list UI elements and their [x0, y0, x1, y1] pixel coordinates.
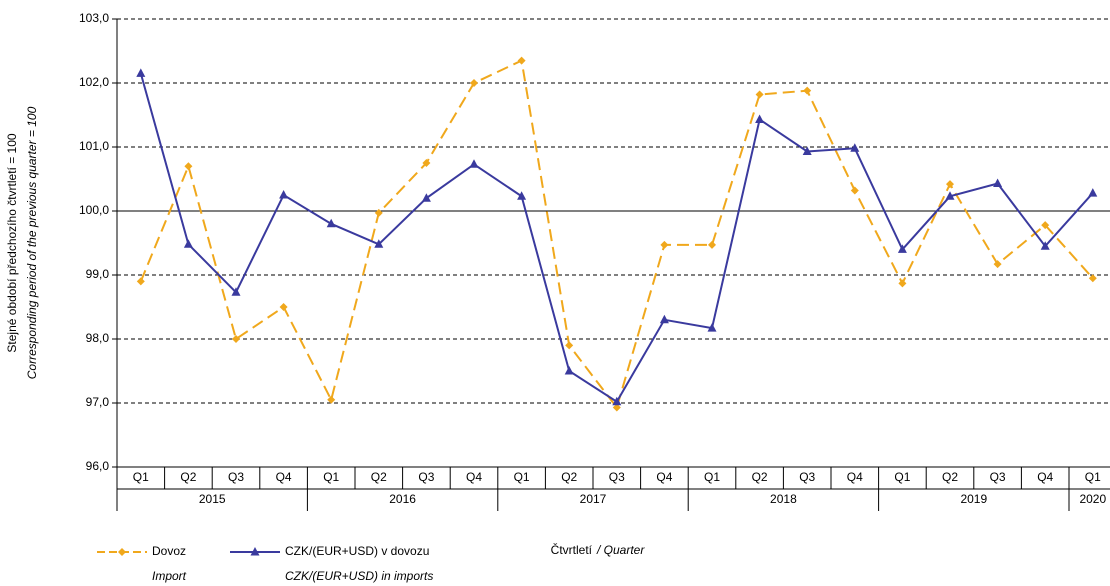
- marker: [802, 146, 812, 155]
- x-tick-label: Q2: [180, 470, 196, 484]
- marker: [707, 323, 717, 332]
- x-tick-label: Q1: [1085, 470, 1101, 484]
- x-tick-label: Q1: [894, 470, 910, 484]
- marker: [898, 279, 907, 288]
- y-tick-label: 97,0: [86, 395, 110, 409]
- x-tick-label: Q4: [1037, 470, 1053, 484]
- x-tick-label: Q1: [704, 470, 720, 484]
- x-tick-label: Q1: [323, 470, 339, 484]
- y-tick-label: 98,0: [86, 331, 110, 345]
- x-tick-label: Q4: [466, 470, 482, 484]
- marker: [708, 240, 716, 249]
- marker: [946, 180, 954, 189]
- year-label: 2019: [960, 492, 987, 506]
- y-tick-label: 103,0: [79, 11, 109, 25]
- marker: [421, 193, 431, 202]
- y-tick-label: 102,0: [79, 75, 109, 89]
- x-tick-label: Q2: [942, 470, 958, 484]
- y-axis-label-en: Corresponding period of the previous qua…: [25, 106, 39, 379]
- marker: [136, 277, 145, 286]
- marker: [183, 239, 193, 248]
- legend-label-en: CZK/(EUR+USD) in imports: [285, 569, 433, 583]
- marker: [850, 186, 859, 195]
- marker: [755, 90, 764, 99]
- marker: [517, 191, 527, 200]
- marker: [469, 159, 479, 168]
- marker: [374, 239, 384, 248]
- y-tick-label: 101,0: [79, 139, 109, 153]
- x-tick-label: Q2: [561, 470, 577, 484]
- x-tick-label: Q4: [276, 470, 292, 484]
- x-tick-label: Q3: [418, 470, 434, 484]
- year-label: 2017: [580, 492, 607, 506]
- marker: [136, 68, 146, 77]
- marker: [1040, 241, 1050, 250]
- marker: [945, 191, 955, 200]
- x-tick-label: Q3: [990, 470, 1006, 484]
- marker: [279, 190, 289, 199]
- marker: [279, 303, 288, 311]
- x-tick-label: Q2: [752, 470, 768, 484]
- marker: [660, 240, 669, 249]
- series-line: [139, 73, 1094, 404]
- marker: [422, 159, 431, 167]
- year-label: 2020: [1079, 492, 1106, 506]
- marker: [803, 86, 812, 95]
- y-tick-label: 100,0: [79, 203, 109, 217]
- marker: [517, 56, 526, 65]
- marker: [1088, 274, 1097, 283]
- marker: [184, 162, 193, 171]
- y-tick-label: 99,0: [86, 267, 110, 281]
- marker: [897, 244, 907, 253]
- marker: [993, 260, 1002, 269]
- marker: [993, 178, 1003, 187]
- x-tick-label: Q3: [228, 470, 244, 484]
- legend-label-en: Import: [152, 569, 187, 583]
- marker: [250, 547, 260, 556]
- x-tick-label: Q2: [371, 470, 387, 484]
- x-tick-label: Q1: [133, 470, 149, 484]
- year-label: 2018: [770, 492, 797, 506]
- legend-label: Dovoz: [152, 544, 186, 558]
- marker: [470, 79, 478, 87]
- marker: [564, 366, 574, 375]
- marker: [755, 114, 765, 123]
- marker: [374, 208, 383, 217]
- marker: [232, 335, 240, 343]
- marker: [659, 314, 669, 324]
- x-tick-label: Q3: [609, 470, 625, 484]
- marker: [118, 548, 126, 556]
- x-axis-label-en: / Quarter: [596, 543, 645, 557]
- marker: [231, 287, 241, 296]
- x-axis-label: Čtvrtletí: [551, 542, 593, 557]
- year-label: 2016: [389, 492, 416, 506]
- marker: [612, 403, 621, 412]
- marker: [327, 395, 336, 404]
- y-axis-label: Stejné období předchozího čtvrtletí = 10…: [5, 133, 19, 352]
- marker: [1041, 221, 1050, 230]
- x-tick-label: Q1: [514, 470, 530, 484]
- marker: [612, 396, 622, 406]
- legend-label: CZK/(EUR+USD) v dovozu: [285, 544, 429, 558]
- x-tick-label: Q4: [656, 470, 672, 484]
- series-line: [139, 59, 1094, 410]
- y-tick-label: 96,0: [86, 459, 110, 473]
- x-tick-label: Q3: [799, 470, 815, 484]
- x-tick-label: Q4: [847, 470, 863, 484]
- year-label: 2015: [199, 492, 226, 506]
- marker: [565, 341, 574, 350]
- marker: [850, 143, 860, 152]
- marker: [326, 218, 336, 228]
- marker: [1088, 188, 1098, 197]
